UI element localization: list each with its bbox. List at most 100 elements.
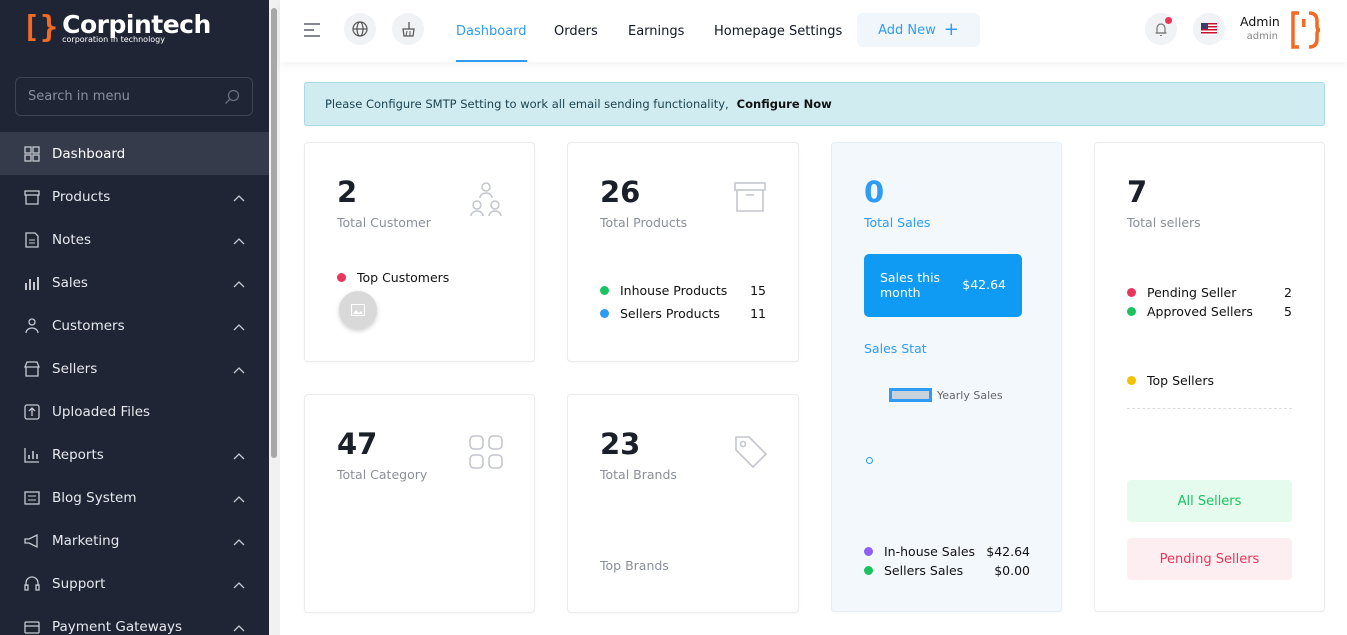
sidebar-item-reports[interactable]: Reports bbox=[0, 433, 269, 476]
chevron-up-icon bbox=[233, 620, 245, 635]
sidebar-item-label: Sales bbox=[52, 274, 88, 291]
sidebar-item-label: Support bbox=[52, 575, 106, 592]
sidebar-item-uploaded-files[interactable]: Uploaded Files bbox=[0, 390, 269, 433]
category-grid-icon bbox=[469, 435, 503, 473]
grid-icon bbox=[23, 145, 41, 163]
sidebar-item-marketing[interactable]: Marketing bbox=[0, 519, 269, 562]
menu-toggle-icon[interactable] bbox=[303, 21, 321, 43]
sidebar-item-support[interactable]: Support bbox=[0, 562, 269, 605]
store-icon bbox=[23, 360, 41, 378]
tab-orders[interactable]: Orders bbox=[554, 23, 598, 39]
chevron-up-icon bbox=[233, 233, 245, 249]
sellers-sales-value: $0.00 bbox=[994, 563, 1030, 578]
sidebar-item-label: Customers bbox=[52, 317, 125, 334]
total-customer-card: 2 Total Customer Top Customers bbox=[304, 142, 535, 362]
smtp-alert: Please Configure SMTP Setting to work al… bbox=[304, 82, 1325, 126]
total-category-value: 47 bbox=[337, 427, 378, 461]
users-icon bbox=[469, 181, 503, 221]
all-sellers-button[interactable]: All Sellers bbox=[1127, 480, 1292, 522]
alert-text: Please Configure SMTP Setting to work al… bbox=[325, 97, 729, 111]
total-sales-label: Total Sales bbox=[864, 215, 931, 230]
sidebar-item-payment-gateways[interactable]: Payment Gateways bbox=[0, 605, 269, 635]
top-customers-heading: Top Customers bbox=[337, 270, 449, 285]
tab-dashboard[interactable]: Dashboard bbox=[456, 0, 527, 62]
megaphone-icon bbox=[23, 532, 41, 550]
image-placeholder-icon bbox=[351, 304, 365, 316]
search-icon bbox=[225, 89, 240, 104]
tab-homepage-settings[interactable]: Homepage Settings bbox=[714, 23, 843, 39]
globe-icon[interactable] bbox=[344, 13, 376, 45]
total-sellers-value: 7 bbox=[1127, 175, 1148, 209]
total-products-value: 26 bbox=[600, 175, 641, 209]
sidebar-item-dashboard[interactable]: Dashboard bbox=[0, 132, 269, 175]
inhouse-products-value: 15 bbox=[750, 283, 766, 298]
brand-name: Corpintech bbox=[62, 10, 211, 39]
total-customer-value: 2 bbox=[337, 175, 358, 209]
search-input[interactable]: Search in menu bbox=[15, 77, 253, 116]
avatar[interactable] bbox=[1289, 11, 1321, 49]
sidebar-item-label: Payment Gateways bbox=[52, 618, 183, 635]
clear-cache-icon[interactable] bbox=[392, 13, 424, 45]
green-dot bbox=[864, 566, 873, 575]
top-customers-label: Top Customers bbox=[357, 270, 450, 285]
box-icon bbox=[23, 188, 41, 206]
top-brands-label: Top Brands bbox=[600, 558, 669, 573]
blue-dot bbox=[600, 309, 609, 318]
chevron-up-icon bbox=[233, 319, 245, 335]
total-category-card: 47 Total Category bbox=[304, 394, 535, 613]
sellers-products-label: Sellers Products bbox=[620, 306, 720, 321]
total-sales-value: 0 bbox=[864, 175, 885, 209]
pending-seller-label: Pending Seller bbox=[1147, 285, 1237, 300]
chevron-up-icon bbox=[233, 491, 245, 507]
pending-sellers-button[interactable]: Pending Sellers bbox=[1127, 538, 1292, 580]
total-sales-card: 0 Total Sales Sales this month $42.64 Sa… bbox=[831, 142, 1062, 612]
chart-bars-icon bbox=[23, 274, 41, 292]
top-sellers-label: Top Sellers bbox=[1147, 373, 1214, 388]
inhouse-sales-row: In-house Sales $42.64 bbox=[864, 544, 1030, 559]
scrollbar-thumb[interactable] bbox=[271, 8, 277, 458]
total-brands-card: 23 Total Brands Top Brands bbox=[567, 394, 799, 613]
sidebar-item-label: Sellers bbox=[52, 360, 98, 377]
logo-bracket-icon: [} bbox=[22, 10, 59, 45]
sellers-products-value: 11 bbox=[750, 306, 766, 321]
total-sellers-label: Total sellers bbox=[1127, 215, 1201, 230]
notification-bell-icon[interactable] bbox=[1145, 13, 1177, 45]
total-brands-value: 23 bbox=[600, 427, 641, 461]
red-dot bbox=[337, 273, 346, 282]
tab-earnings[interactable]: Earnings bbox=[628, 23, 685, 39]
approved-sellers-value: 5 bbox=[1284, 304, 1292, 319]
sellers-sales-row: Sellers Sales $0.00 bbox=[864, 563, 1030, 578]
sidebar-item-label: Notes bbox=[52, 231, 91, 248]
yearly-sales-label: Yearly Sales bbox=[937, 388, 1003, 402]
user-name[interactable]: Admin bbox=[1240, 14, 1280, 29]
sidebar-item-sellers[interactable]: Sellers bbox=[0, 347, 269, 390]
total-products-card: 26 Total Products Inhouse Products 15 Sel… bbox=[567, 142, 799, 362]
sidebar-item-sales[interactable]: Sales bbox=[0, 261, 269, 304]
divider bbox=[1127, 408, 1292, 409]
sidebar-scrollbar[interactable] bbox=[269, 0, 280, 635]
user-role: admin bbox=[1246, 31, 1278, 42]
sidebar-item-label: Blog System bbox=[52, 489, 137, 506]
total-sellers-card: 7 Total sellers Pending Seller 2 Approved… bbox=[1094, 142, 1325, 612]
sellers-sales-label: Sellers Sales bbox=[884, 563, 964, 578]
brand-logo[interactable]: [} Corpintech corporation in technology bbox=[22, 12, 211, 44]
sales-stat-label: Sales Stat bbox=[864, 341, 927, 356]
sidebar-item-customers[interactable]: Customers bbox=[0, 304, 269, 347]
search-placeholder: Search in menu bbox=[28, 89, 130, 104]
sidebar-item-products[interactable]: Products bbox=[0, 175, 269, 218]
green-dot bbox=[1127, 307, 1136, 316]
chart-point bbox=[866, 457, 873, 464]
configure-now-link[interactable]: Configure Now bbox=[736, 97, 832, 111]
yearly-sales-legend: Yearly Sales bbox=[889, 388, 1003, 402]
sidebar-item-notes[interactable]: Notes bbox=[0, 218, 269, 261]
customer-avatar[interactable] bbox=[339, 291, 377, 329]
total-products-label: Total Products bbox=[600, 215, 688, 230]
archive-box-icon bbox=[734, 182, 766, 216]
inhouse-sales-value: $42.64 bbox=[986, 544, 1030, 559]
sales-this-month-box: Sales this month $42.64 bbox=[864, 254, 1022, 317]
sidebar-item-blog-system[interactable]: Blog System bbox=[0, 476, 269, 519]
add-new-button[interactable]: Add New + bbox=[857, 13, 980, 47]
brand-tagline: corporation in technology bbox=[62, 35, 165, 44]
notification-dot bbox=[1165, 17, 1172, 24]
us-flag-icon[interactable] bbox=[1193, 13, 1225, 45]
